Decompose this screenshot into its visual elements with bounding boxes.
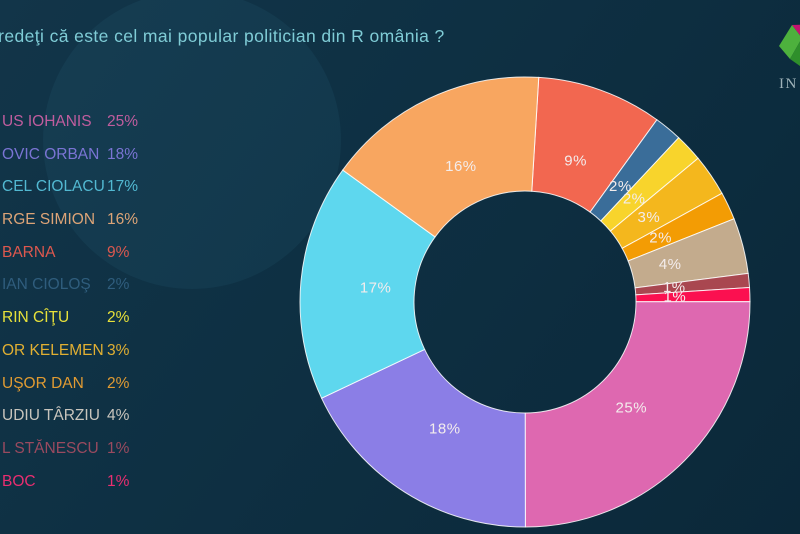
slice-value-label: 2%	[623, 191, 646, 208]
legend-item-name: CEL CIOLACU	[2, 178, 105, 196]
legend-item-name: OR KELEMEN	[2, 341, 104, 359]
donut-slice	[299, 169, 436, 399]
legend-item-value: 18%	[107, 145, 139, 163]
legend-item-name: RIN CÎŢU	[2, 309, 70, 327]
legend-item-value: 1%	[107, 439, 130, 457]
legend-item: OR KELEMEN 3%	[0, 335, 150, 368]
legend-item: OVIC ORBAN 18%	[0, 139, 150, 172]
legend-item-name: L STĂNESCU	[2, 439, 99, 457]
slice-value-label: 25%	[616, 399, 648, 416]
legend-item-name: US IOHANIS	[2, 113, 92, 130]
slice-value-label: 1%	[663, 279, 686, 296]
chart-legend: US IOHANIS 25% OVIC ORBAN 18% CEL CIOLACU 17%…	[0, 106, 150, 498]
legend-item-name: OVIC ORBAN	[2, 145, 100, 163]
legend-item-name: RGE SIMION	[2, 211, 96, 229]
legend-item-value: 2%	[107, 276, 130, 294]
page-title: credeţi că este cel mai popular politici…	[0, 26, 445, 46]
legend-item-value: 9%	[107, 243, 130, 261]
legend-item-name: UDIU TÂRZIU	[2, 407, 100, 425]
legend-item-value: 17%	[107, 178, 139, 196]
legend-item: BOC 1%	[0, 466, 150, 499]
slice-value-label: 17%	[360, 280, 392, 297]
slice-value-label: 4%	[659, 256, 682, 273]
legend-item-value: 2%	[107, 309, 130, 327]
legend-item-name: BARNA	[2, 243, 56, 261]
legend-item: CEL CIOLACU 17%	[0, 171, 150, 204]
legend-item: US IOHANIS 25%	[0, 106, 150, 139]
legend-item-value: 25%	[107, 113, 139, 130]
slice-value-label: 16%	[445, 158, 477, 175]
legend-item-value: 2%	[107, 374, 130, 392]
slice-value-label: 2%	[649, 229, 672, 246]
legend-item: IAN CIOLOŞ 2%	[0, 269, 150, 302]
legend-item: UŞOR DAN 2%	[0, 368, 150, 401]
donut-slice	[524, 301, 751, 528]
slice-value-label: 18%	[429, 420, 461, 437]
legend-item: BARNA 9%	[0, 237, 150, 270]
legend-item-name: IAN CIOLOŞ	[2, 276, 91, 294]
slice-value-label: 9%	[564, 152, 587, 169]
legend-item-name: UŞOR DAN	[2, 374, 84, 392]
slice-value-label: 3%	[638, 209, 661, 226]
company-logo-text: IN	[779, 76, 798, 92]
donut-slice	[320, 348, 526, 528]
legend-item-value: 4%	[107, 407, 130, 425]
slice-value-label: 2%	[609, 178, 632, 195]
legend-item: L STĂNESCU 1%	[0, 433, 150, 466]
legend-item-name: BOC	[2, 472, 36, 490]
slice-value-label: 1%	[664, 289, 687, 306]
legend-item-value: 3%	[107, 341, 130, 359]
company-logo-icon	[779, 24, 800, 66]
legend-item: RGE SIMION 16%	[0, 204, 150, 237]
legend-item: UDIU TÂRZIU 4%	[0, 400, 150, 433]
legend-item-value: 16%	[107, 211, 139, 229]
legend-item: RIN CÎŢU 2%	[0, 302, 150, 335]
legend-item-value: 1%	[107, 472, 130, 490]
donut-slice	[342, 76, 540, 238]
